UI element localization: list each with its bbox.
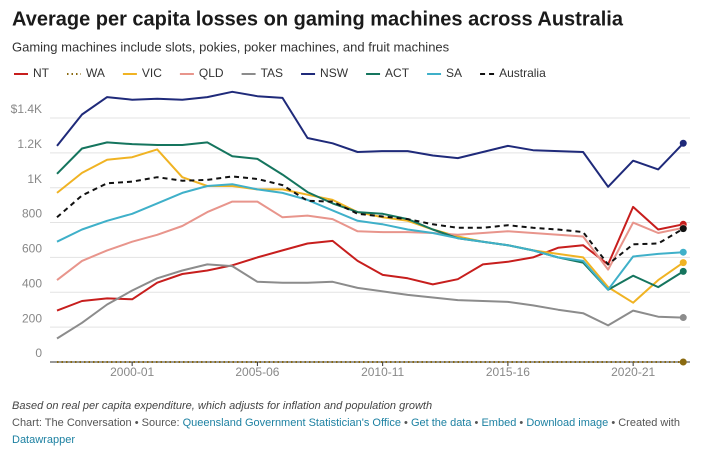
link[interactable]: Download image <box>526 417 609 429</box>
end-dot <box>679 314 687 322</box>
footer-text: • <box>611 417 616 429</box>
series-line <box>56 175 684 266</box>
footer-text: Created with <box>618 417 680 429</box>
y-tick-label: 1.2K <box>17 137 42 151</box>
legend-label: ACT <box>385 66 410 80</box>
end-dot <box>679 267 687 275</box>
legend-label: Australia <box>499 66 546 80</box>
chart-title: Average per capita losses on gaming mach… <box>12 8 624 30</box>
link[interactable]: Queensland Government Statistician's Off… <box>182 417 401 429</box>
link[interactable]: Get the data <box>410 417 472 429</box>
footer: Based on real per capita expenditure, wh… <box>12 398 702 449</box>
x-tick-label: 2015-16 <box>486 365 530 379</box>
series-line <box>56 263 684 340</box>
footer-text: • <box>134 417 139 429</box>
legend-label: NT <box>33 66 50 80</box>
end-dot <box>679 139 687 147</box>
y-tick-label: 0 <box>35 346 42 360</box>
end-dot <box>679 358 687 366</box>
legend-label: WA <box>86 66 105 80</box>
x-tick-label: 2020-21 <box>611 365 655 379</box>
series-line <box>56 205 684 312</box>
legend-label: TAS <box>261 66 283 80</box>
y-tick-label: 600 <box>22 242 42 256</box>
footnote: Based on real per capita expenditure, wh… <box>12 400 433 412</box>
legend-label: QLD <box>199 66 224 80</box>
source-line: Chart: The Conversation • Source: Queens… <box>12 415 702 449</box>
x-tick-label: 2005-06 <box>235 365 279 379</box>
x-tick-label: 2010-11 <box>361 365 404 379</box>
series-line <box>56 148 684 304</box>
y-tick-label: 1K <box>27 172 42 186</box>
y-tick-label: $1.4K <box>11 102 42 116</box>
chart-subtitle: Gaming machines include slots, pokies, p… <box>12 39 450 54</box>
legend-label: VIC <box>142 66 162 80</box>
link[interactable]: Datawrapper <box>12 434 75 446</box>
end-dot <box>679 225 687 233</box>
footer-text: • <box>474 417 479 429</box>
footer-text: Source: <box>141 417 180 429</box>
chart: Average per capita losses on gaming mach… <box>11 8 690 379</box>
y-tick-label: 800 <box>22 207 42 221</box>
series-line <box>56 200 684 281</box>
series-line <box>56 141 684 291</box>
end-dot <box>679 259 687 267</box>
footer-text: Chart: The Conversation <box>12 417 132 429</box>
footer-text: • <box>404 417 408 429</box>
footer-text: • <box>519 417 524 429</box>
y-tick-label: 200 <box>22 311 42 325</box>
end-dot <box>679 248 687 256</box>
series-line <box>56 90 685 188</box>
legend-label: NSW <box>320 66 349 80</box>
legend-label: SA <box>446 66 462 80</box>
x-tick-label: 2000-01 <box>110 365 154 379</box>
link[interactable]: Embed <box>481 417 517 429</box>
y-tick-label: 400 <box>22 276 42 290</box>
series-line <box>56 183 684 291</box>
